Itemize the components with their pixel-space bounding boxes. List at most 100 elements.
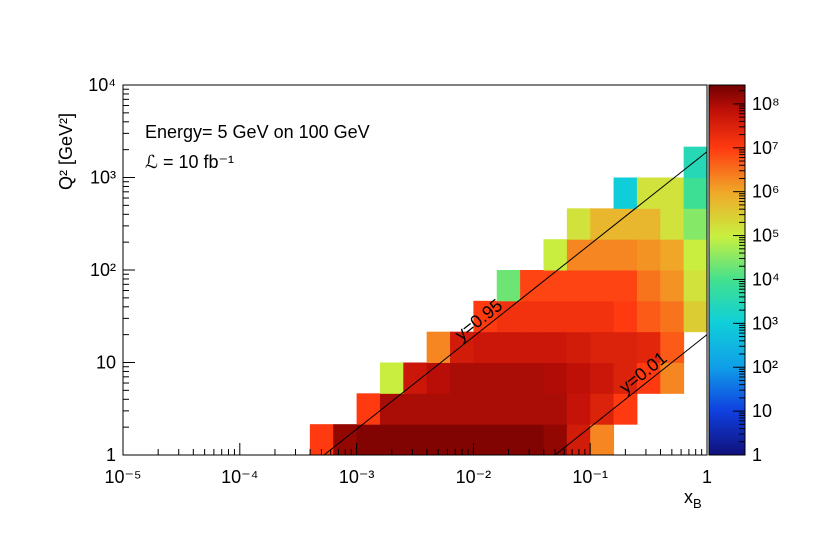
z-tick-label: 10³ — [752, 313, 778, 333]
heatmap-cell — [636, 239, 661, 271]
heatmap-cell — [333, 424, 358, 456]
heatmap-cell — [520, 362, 544, 394]
z-tick-label: 10⁸ — [752, 94, 780, 114]
heatmap-cell — [590, 270, 615, 302]
x-tick-label: 1 — [702, 467, 712, 487]
heatmap-cell — [543, 300, 568, 333]
heatmap-cell — [356, 393, 381, 425]
heatmap-cell — [590, 300, 615, 333]
heatmap-cell — [543, 393, 568, 425]
x-tick-label: 10⁻³ — [339, 467, 375, 487]
heatmap-cell — [660, 362, 685, 394]
heatmap-cell — [403, 362, 428, 394]
heatmap-cell — [566, 393, 591, 425]
heatmap-cell — [566, 362, 591, 394]
heatmap-cell — [683, 208, 708, 240]
heatmap-cell — [496, 270, 521, 302]
heatmap-cell — [636, 270, 661, 302]
heatmap-cell — [660, 208, 685, 240]
x-tick-label: 10⁻¹ — [572, 467, 608, 487]
heatmap-cell — [590, 208, 615, 240]
x-tick-label: 10⁻² — [456, 467, 492, 487]
heatmap-cell — [520, 300, 544, 333]
heatmap-cell — [566, 270, 591, 302]
heatmap-cell — [543, 270, 568, 302]
heatmap-cell — [660, 331, 685, 363]
y-tick-label: 10⁴ — [88, 75, 116, 95]
heatmap-cell — [660, 300, 685, 333]
heatmap-cell — [379, 362, 404, 394]
heatmap-cell — [520, 270, 544, 302]
x-tick-label: 10⁻⁴ — [221, 467, 258, 487]
heatmap-cell — [496, 331, 521, 363]
y-tick-label: 10³ — [90, 168, 116, 188]
heatmap-cell — [450, 393, 474, 425]
heatmap-cell — [496, 424, 521, 456]
heatmap-cell — [636, 331, 661, 363]
heatmap-cell — [543, 362, 568, 394]
heatmap-cell — [496, 393, 521, 425]
heatmap-cell — [683, 300, 708, 333]
heatmap-cell — [450, 424, 474, 456]
heatmap-cell — [613, 239, 638, 271]
heatmap-cell — [520, 331, 544, 363]
z-tick-label: 10² — [752, 357, 778, 377]
z-tick-label: 10⁴ — [752, 269, 780, 289]
heatmap-cell — [683, 239, 708, 271]
heatmap-cell — [660, 177, 685, 209]
heatmap-cell — [473, 331, 498, 363]
kinematic-line — [554, 334, 708, 456]
kinematic-line — [323, 151, 708, 456]
heatmap-cell — [590, 362, 615, 394]
heatmap-cell — [543, 331, 568, 363]
heatmap-cell — [473, 362, 498, 394]
heatmap-cell — [660, 239, 685, 271]
heatmap-cell — [613, 362, 638, 394]
z-tick-label: 10⁵ — [752, 226, 779, 246]
heatmap-cell — [636, 300, 661, 333]
heatmap-cell — [613, 331, 638, 363]
heatmap-cell — [613, 208, 638, 240]
annotation: ℒ = 10 fb⁻¹ — [145, 152, 234, 172]
heatmap-cell — [450, 331, 474, 363]
heatmap-cell — [636, 208, 661, 240]
heatmap-cell — [590, 331, 615, 363]
heatmap-cell — [543, 239, 568, 271]
heatmap-cell — [566, 300, 591, 333]
heatmap-cell — [613, 270, 638, 302]
heatmap-cell — [683, 146, 708, 178]
heatmap-cell — [683, 270, 708, 302]
heatmap-cell — [426, 424, 451, 456]
heatmap-cell — [566, 208, 591, 240]
heatmap-cell — [613, 300, 638, 333]
heatmap-cell — [636, 177, 661, 209]
heatmap-cell — [426, 393, 451, 425]
heatmap-cell — [426, 331, 451, 363]
heatmap-cell — [566, 331, 591, 363]
heatmap-cell — [403, 424, 428, 456]
heatmap-cell — [496, 362, 521, 394]
z-tick-label: 10 — [752, 401, 772, 421]
heatmap-cell — [309, 424, 334, 456]
heatmap-cell — [590, 393, 615, 425]
heatmap-cell — [426, 362, 451, 394]
colorbar — [708, 84, 746, 456]
annotation: Energy= 5 GeV on 100 GeV — [145, 122, 370, 142]
z-tick-label: 1 — [752, 445, 762, 465]
heatmap-cell — [520, 424, 544, 456]
y-tick-label: 1 — [106, 445, 116, 465]
heatmap-cell — [356, 424, 381, 456]
heatmap-cell — [660, 270, 685, 302]
z-tick-label: 10⁶ — [752, 182, 779, 202]
heatmap-cell — [543, 424, 568, 456]
heatmap-cell — [496, 300, 521, 333]
heatmap-cell — [590, 424, 615, 456]
y-tick-label: 10 — [96, 353, 116, 373]
x-axis-title: xB — [684, 487, 702, 511]
y-axis-title: Q² [GeV²] — [56, 113, 76, 190]
heatmap-cell — [566, 239, 591, 271]
heatmap-cell — [403, 393, 428, 425]
heatmap-cell — [379, 393, 404, 425]
heatmap-cell — [613, 177, 638, 209]
heatmap-cell — [450, 362, 474, 394]
